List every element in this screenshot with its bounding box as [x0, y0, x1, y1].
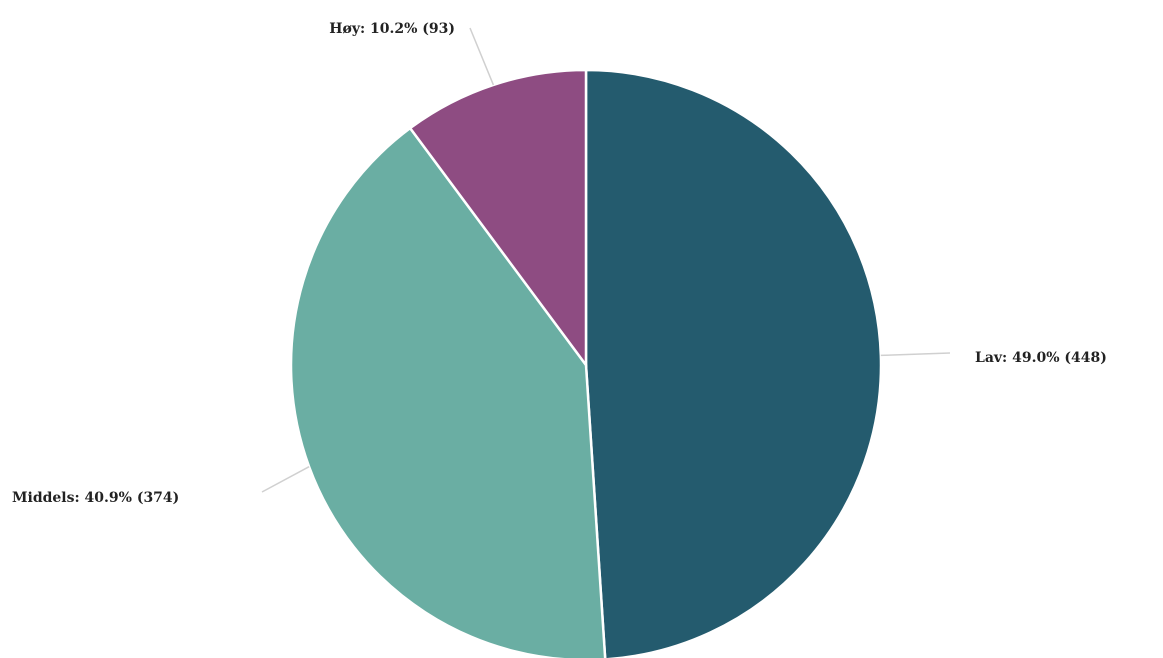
slice-label: Høy: 10.2% (93): [329, 21, 455, 37]
slices-layer: [289, 68, 883, 658]
slice-label: Lav: 49.0% (448): [975, 350, 1107, 366]
slice-label: Middels: 40.9% (374): [12, 490, 179, 506]
leaders-layer: [261, 27, 951, 493]
pie-slice-middels: [289, 126, 607, 658]
leader-line: [880, 352, 951, 357]
leader-line: [469, 27, 495, 86]
pie-slice-lav: [584, 68, 883, 658]
labels-layer: Lav: 49.0% (448) Middels: 40.9% (374) Høy:…: [12, 21, 1107, 506]
pie-slice-h-y: [408, 68, 588, 369]
leader-line: [261, 466, 310, 493]
